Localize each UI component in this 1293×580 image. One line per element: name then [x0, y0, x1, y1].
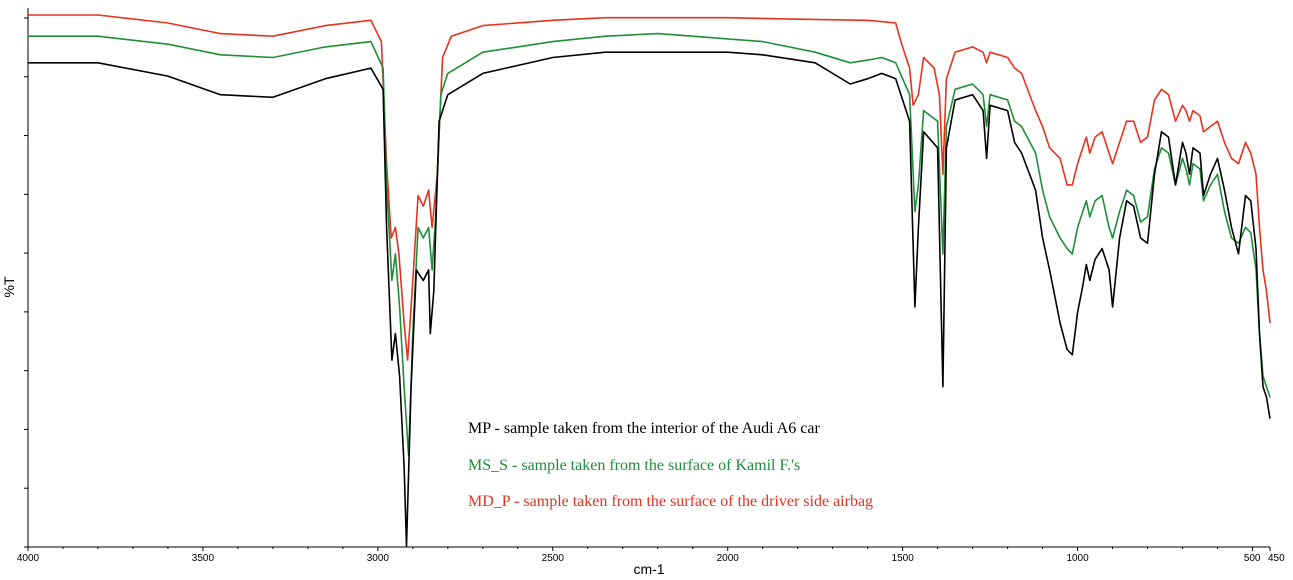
x-tick-label: 1500: [892, 553, 915, 564]
x-tick-label: 1000: [1066, 553, 1089, 564]
x-tick-label: 3500: [192, 553, 215, 564]
plot-area: [28, 14, 1271, 547]
plot-axes: [27, 8, 1270, 548]
x-axis-title: cm-1: [633, 561, 664, 577]
x-tick-label: 3000: [367, 553, 390, 564]
legend-entry-ms-s: MS_S - sample taken from the surface of …: [468, 457, 800, 474]
y-axis-title: %T: [1, 276, 17, 297]
x-tick-label: 2500: [542, 553, 565, 564]
legend: MP - sample taken from the interior of t…: [468, 420, 873, 510]
legend-entry-mp: MP - sample taken from the interior of t…: [468, 420, 820, 437]
legend-entry-md-p: MD_P - sample taken from the surface of …: [468, 493, 873, 510]
x-tick-label: 4000: [17, 553, 40, 564]
x-tick-label: 450: [1268, 553, 1285, 564]
y-axis: [24, 17, 28, 548]
spectrum-line-md-p: [28, 14, 1271, 361]
x-tick-label: 500: [1244, 553, 1261, 564]
x-axis: 4000 3500 3000 2500 2000 1500 1000 500 450: [17, 547, 1285, 564]
x-tick-label: 2000: [717, 553, 740, 564]
spectrum-line-mp: [28, 51, 1271, 547]
spectrum-line-ms-s: [28, 32, 1271, 457]
